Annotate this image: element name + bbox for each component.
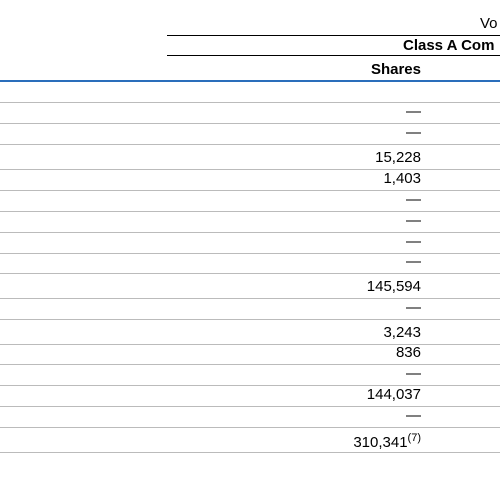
shares-value: —: [406, 191, 421, 208]
shares-value: —: [406, 103, 421, 120]
shares-cell: —: [406, 365, 421, 382]
shares-value: —: [406, 212, 421, 229]
shares-value: —: [406, 407, 421, 424]
shares-value: 15,228: [375, 149, 421, 166]
rule: [167, 35, 500, 36]
header-title: Vo: [480, 15, 498, 32]
column-header: Shares: [370, 61, 421, 78]
shares-value: —: [406, 253, 421, 270]
shares-cell: —: [406, 124, 421, 141]
row-rule: [0, 273, 500, 274]
row-rule: [0, 123, 500, 124]
rule: [167, 55, 500, 56]
shares-value: —: [406, 365, 421, 382]
shares-value: 310,341: [353, 434, 408, 451]
shares-cell: 144,037: [367, 386, 421, 403]
shares-cell: 836: [396, 344, 421, 361]
row-rule: [0, 102, 500, 103]
shares-cell: 145,594: [367, 278, 421, 295]
shares-value: 3,243: [383, 324, 421, 341]
row-rule: [0, 406, 500, 407]
shares-value: —: [406, 299, 421, 316]
shares-value: —: [406, 233, 421, 250]
header-rule: [0, 80, 500, 82]
shares-cell: —: [406, 212, 421, 229]
row-rule: [0, 319, 500, 320]
row-rule: [0, 364, 500, 365]
shares-cell: 310,341(7): [353, 432, 421, 451]
shares-value: 144,037: [366, 386, 421, 403]
shares-value: 145,594: [366, 278, 421, 295]
header-subtitle: Class A Com: [403, 37, 495, 54]
shares-cell: —: [406, 253, 421, 270]
row-rule: [0, 169, 500, 170]
shares-cell: —: [406, 191, 421, 208]
shares-cell: 1,403: [383, 170, 421, 187]
row-rule: [0, 344, 500, 345]
shares-cell: —: [406, 233, 421, 250]
shares-cell: —: [406, 299, 421, 316]
shares-cell: 15,228: [375, 149, 421, 166]
row-rule: [0, 452, 500, 453]
shares-value: 1,403: [383, 170, 421, 187]
shares-value: —: [406, 124, 421, 141]
footnote-ref: (7): [407, 432, 421, 444]
shares-value: 836: [395, 344, 421, 361]
row-rule: [0, 298, 500, 299]
row-rule: [0, 385, 500, 386]
row-rule: [0, 427, 500, 428]
row-rule: [0, 232, 500, 233]
row-rule: [0, 211, 500, 212]
row-rule: [0, 253, 500, 254]
row-rule: [0, 190, 500, 191]
shares-cell: —: [406, 407, 421, 424]
row-rule: [0, 144, 500, 145]
shares-cell: 3,243: [383, 324, 421, 341]
shares-cell: —: [406, 103, 421, 120]
